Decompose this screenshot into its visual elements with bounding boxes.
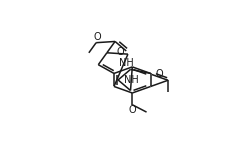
Text: NH: NH (119, 58, 134, 68)
Text: O: O (156, 69, 163, 79)
Text: O: O (93, 32, 101, 42)
Text: O: O (117, 47, 124, 57)
Text: O: O (129, 105, 136, 115)
Text: NH: NH (124, 74, 139, 85)
